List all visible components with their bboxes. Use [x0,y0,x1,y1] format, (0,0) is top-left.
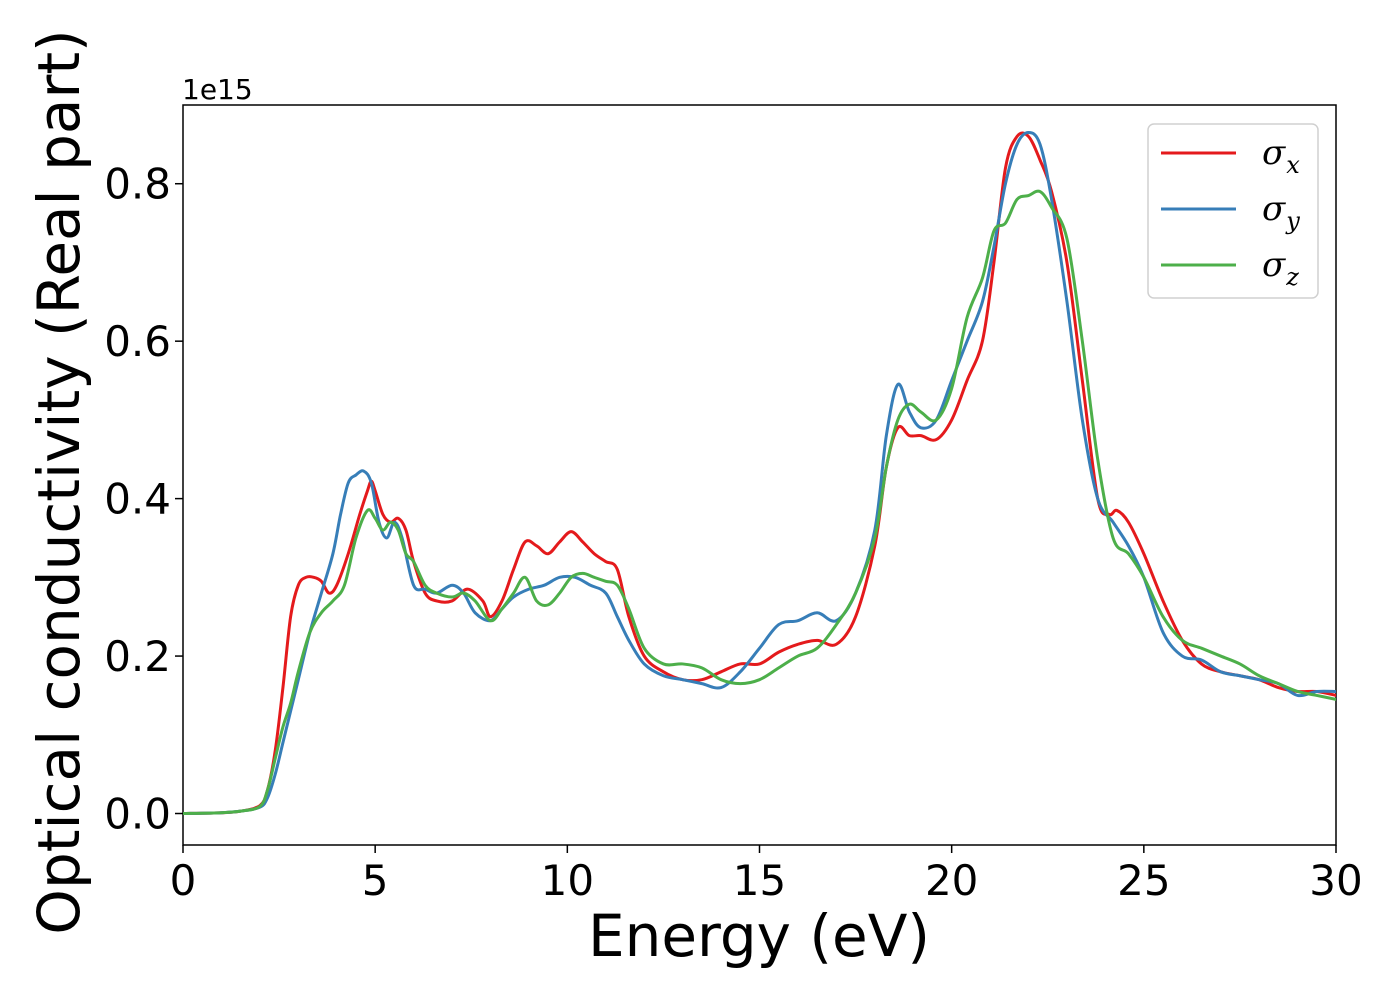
y-tick-label: 0.6 [104,317,171,366]
y-tick-label: 0.2 [104,632,171,681]
series-layer [183,131,1336,816]
series-line-z [183,189,1336,816]
legend-label-x: σx [1262,133,1300,179]
x-tick-label: 30 [1309,856,1362,905]
x-tick-label: 20 [925,856,978,905]
legend-box [1147,123,1319,299]
x-tick-label: 5 [362,856,389,905]
x-tick-label: 25 [1117,856,1170,905]
x-tick-label: 0 [170,856,197,905]
y-tick-label: 0.4 [104,475,171,524]
series-line-y [183,131,1336,816]
y-tick-label: 0.0 [104,790,171,839]
series-line-x [183,131,1336,816]
x-tick-label: 15 [733,856,786,905]
y-axis-scale-label: 1e15 [182,73,253,106]
ticks-layer: 0 5 10 15 20 25 30 0.0 0.2 0.4 0.6 0.8 [104,160,1363,905]
legend-label-z: σz [1262,245,1299,291]
legend-label-y: σy [1262,189,1300,235]
y-axis-label: Optical conductivity (Real part) [25,29,93,934]
y-tick-label: 0.8 [104,160,171,209]
legend: σx σy σz [1147,123,1319,299]
x-axis-label: Energy (eV) [588,902,930,970]
x-tick-label: 10 [541,856,594,905]
